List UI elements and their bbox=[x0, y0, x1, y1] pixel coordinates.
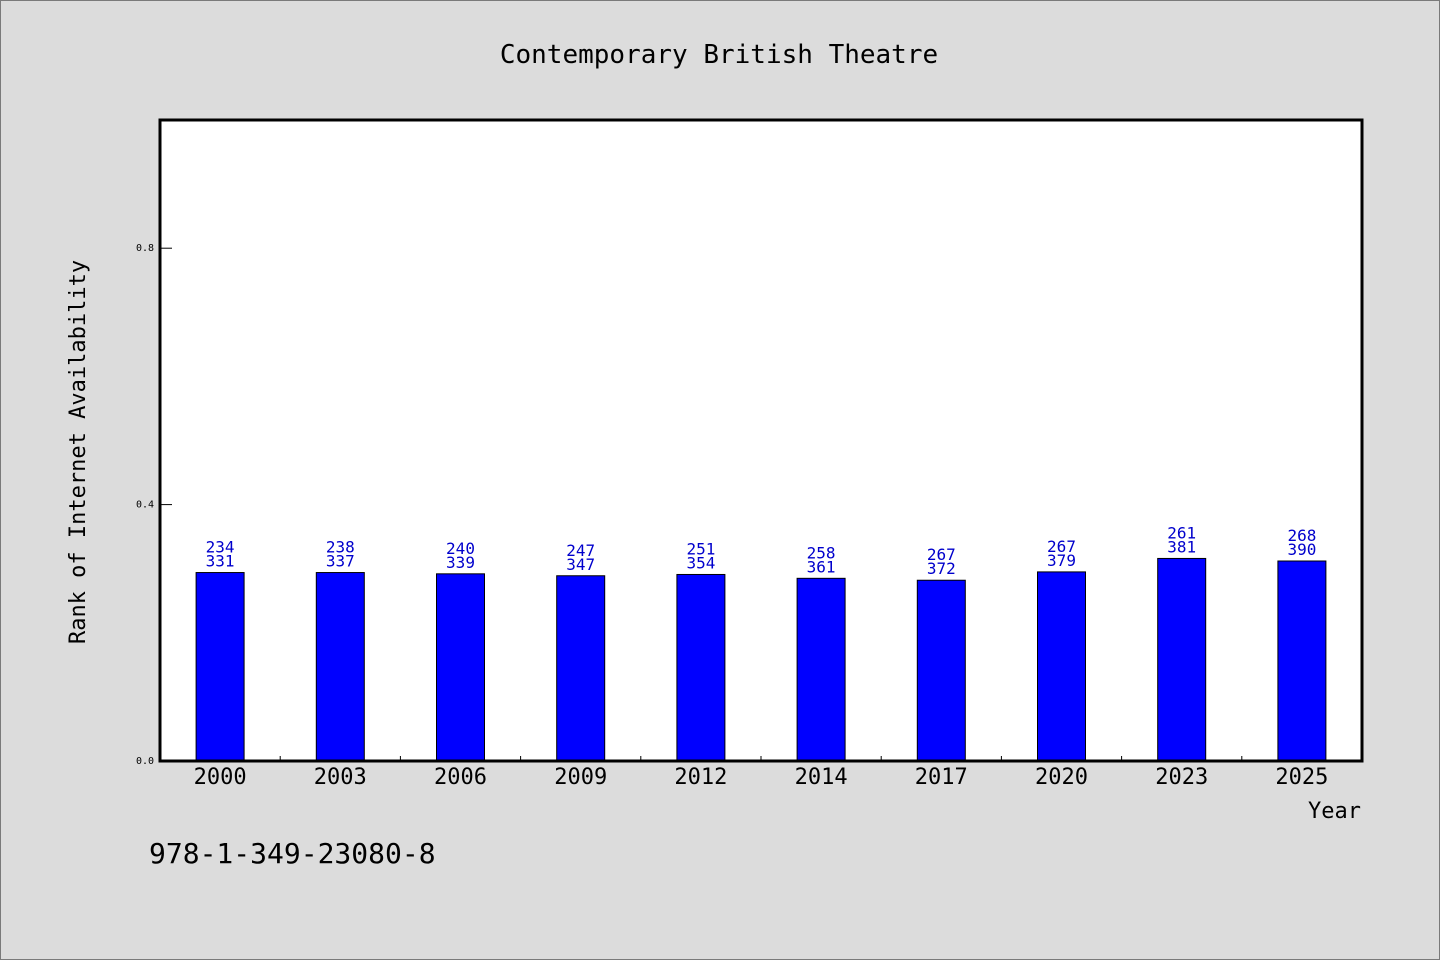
x-tick-label-2023: 2023 bbox=[1155, 765, 1208, 790]
y-tick-label: 0.4 bbox=[136, 500, 154, 511]
x-tick-label-2017: 2017 bbox=[915, 765, 968, 790]
bar-value-label: 372 bbox=[927, 559, 956, 578]
x-tick-label-2014: 2014 bbox=[795, 765, 848, 790]
y-tick-label: 0.0 bbox=[136, 756, 154, 767]
bar-value-label: 354 bbox=[686, 553, 715, 572]
bar-value-label: 379 bbox=[1047, 551, 1076, 570]
bar-value-label: 268 bbox=[1287, 526, 1316, 545]
x-tick-label-2025: 2025 bbox=[1275, 765, 1328, 790]
bar-value-label: 238 bbox=[326, 538, 355, 557]
bar-2006 bbox=[436, 573, 485, 762]
bar-value-label: 390 bbox=[1287, 540, 1316, 559]
x-tick-label-2009: 2009 bbox=[554, 765, 607, 790]
x-tick-label-2000: 2000 bbox=[194, 765, 247, 790]
bar-value-label: 247 bbox=[566, 541, 595, 560]
bar-2009 bbox=[556, 575, 606, 762]
x-tick-label-2012: 2012 bbox=[674, 765, 727, 790]
x-axis-label: Year bbox=[1308, 799, 1361, 824]
bar-value-label: 251 bbox=[686, 539, 715, 558]
bar-value-label: 361 bbox=[807, 557, 836, 576]
isbn-footnote: 978-1-349-23080-8 bbox=[149, 837, 436, 870]
bar-value-label: 261 bbox=[1167, 523, 1196, 542]
bar-value-label: 339 bbox=[446, 553, 475, 572]
bar-2025 bbox=[1277, 560, 1327, 762]
bar-value-label: 234 bbox=[206, 538, 235, 557]
bar-2014 bbox=[796, 577, 846, 762]
bar-2003 bbox=[315, 572, 365, 762]
bar-value-label: 267 bbox=[927, 545, 956, 564]
bar-value-label: 240 bbox=[446, 539, 475, 558]
bar-value-label: 381 bbox=[1167, 537, 1196, 556]
x-tick-label-2020: 2020 bbox=[1035, 765, 1088, 790]
plot-border bbox=[158, 118, 1364, 763]
chart-title: Contemporary British Theatre bbox=[500, 40, 938, 70]
x-tick-label-2006: 2006 bbox=[434, 765, 487, 790]
bar-value-label: 347 bbox=[566, 555, 595, 574]
bar-2000 bbox=[195, 572, 245, 762]
bar-value-label: 337 bbox=[326, 552, 355, 571]
x-tick-label-2003: 2003 bbox=[314, 765, 367, 790]
bar-2023 bbox=[1157, 557, 1207, 762]
bar-2012 bbox=[676, 573, 726, 762]
bar-2020 bbox=[1037, 571, 1086, 762]
bar-labels-group: 2343312383372403392473472513542583612673… bbox=[206, 523, 1317, 578]
bar-value-label: 267 bbox=[1047, 537, 1076, 556]
bar-value-label: 258 bbox=[807, 543, 836, 562]
x-axis-ticks: 2000 2003 2006 2009 2012 2014 2017 2020 2023 2025 bbox=[194, 756, 1328, 790]
y-axis-label: Rank of Internet Availability bbox=[66, 260, 91, 644]
bars-group bbox=[195, 557, 1327, 762]
y-tick-label: 0.8 bbox=[136, 243, 154, 254]
bar-2017 bbox=[916, 579, 966, 762]
bar-value-label: 331 bbox=[206, 552, 235, 571]
